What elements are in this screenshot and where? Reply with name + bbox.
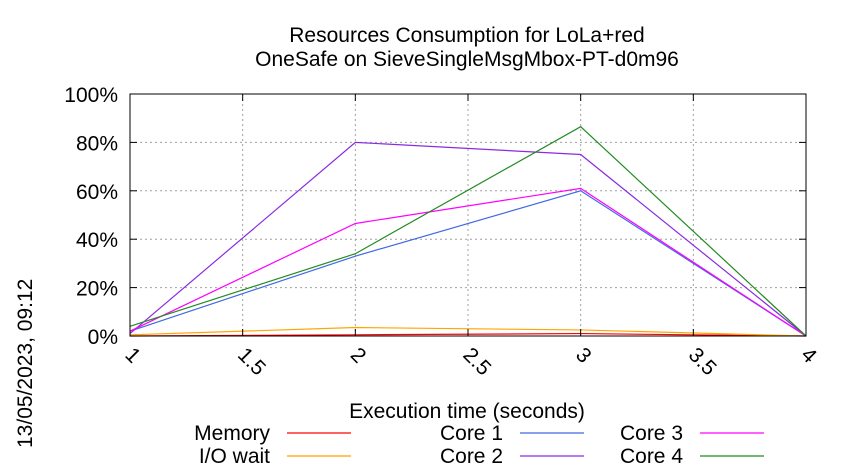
legend-label: Core 2 <box>440 445 503 468</box>
y-tick-label: 40% <box>76 229 118 252</box>
legend-label: Memory <box>194 422 270 445</box>
x-tick-label: 2.5 <box>458 343 495 380</box>
series-line-core-4 <box>129 125 807 337</box>
series-line-core-2 <box>129 141 807 337</box>
x-tick-label: 4 <box>796 343 821 368</box>
y-tick-label: 0% <box>88 326 118 349</box>
legend-label: I/O wait <box>199 445 270 468</box>
y-tick-label: 60% <box>76 181 118 204</box>
y-tick-label: 20% <box>76 278 118 301</box>
x-axis-label: Execution time (seconds) <box>349 400 585 423</box>
x-tick-label: 3.5 <box>684 343 721 380</box>
legend-label: Core 3 <box>620 422 683 445</box>
chart-title-line-2: OneSafe on SieveSingleMsgMbox-PT-d0m96 <box>255 48 679 71</box>
x-tick-label: 1.5 <box>233 343 270 380</box>
y-tick-label: 100% <box>64 84 118 107</box>
timestamp-label: 13/05/2023, 09:12 <box>14 279 37 448</box>
axis-ticks: 0% 20% 40% 60% 80% 100% 1 1.5 2 2.5 3 3.5 4 <box>64 84 821 380</box>
chart-title-line-1: Resources Consumption for LoLa+red <box>289 24 644 47</box>
grid <box>130 94 806 336</box>
series-line-core-3 <box>129 187 807 337</box>
x-tick-label: 1 <box>120 343 145 368</box>
x-tick-label: 2 <box>346 343 371 368</box>
series-line-core-1 <box>129 190 807 337</box>
legend-label: Core 1 <box>440 422 503 445</box>
x-tick-label: 3 <box>571 343 596 368</box>
y-tick-label: 80% <box>76 132 118 155</box>
legend-label: Core 4 <box>620 445 683 468</box>
